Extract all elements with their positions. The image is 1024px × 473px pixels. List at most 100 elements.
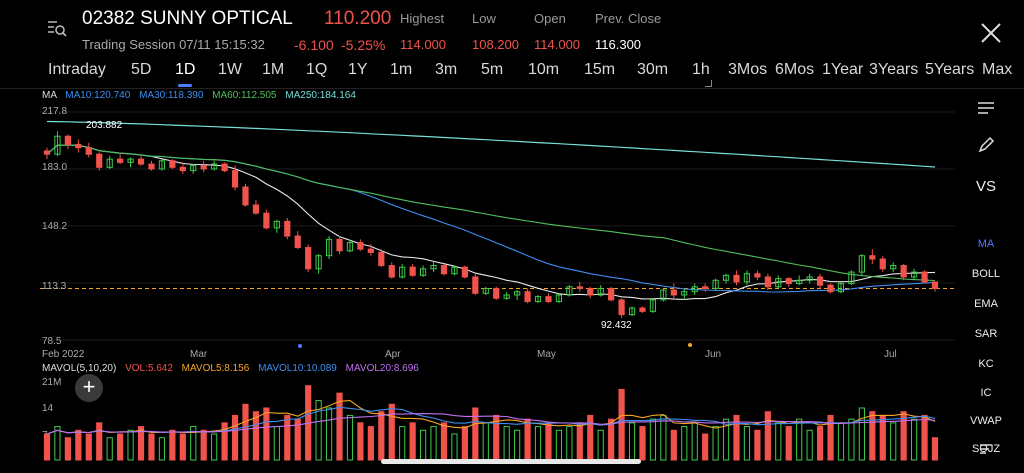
candle-body [440, 265, 448, 275]
volume-bar [472, 407, 479, 461]
candle-body [900, 265, 907, 278]
toolbar-ema[interactable]: EMA [974, 298, 998, 310]
volume-bar [796, 418, 803, 461]
volume-bar [555, 429, 563, 461]
current-price: 110.200 [324, 8, 392, 29]
volume-bar [900, 411, 907, 461]
candle-body [587, 287, 594, 296]
candle-body [242, 186, 249, 206]
candle-body [472, 276, 479, 294]
toolbar-kc[interactable]: KC [978, 358, 994, 370]
volume-bar [869, 411, 876, 461]
x-tick-mar: Mar [190, 349, 208, 360]
tab-5d[interactable]: 5D [131, 61, 152, 78]
prev-close-label: Prev. Close [595, 11, 662, 26]
tab-3years[interactable]: 3Years [869, 61, 919, 78]
y-tick-3: 148.2 [42, 221, 68, 232]
ma30-value: MA30:118.390 [139, 90, 204, 101]
candle-body [534, 296, 542, 303]
volume-bar [482, 422, 489, 461]
event-dot-1[interactable] [298, 344, 302, 348]
volume-bar [587, 414, 594, 461]
candle-body [628, 307, 636, 316]
volume-chart[interactable] [0, 378, 960, 468]
candle-body [461, 266, 468, 278]
mavol-label: MAVOL(5,10,20) [42, 363, 117, 374]
volume-bar [106, 437, 113, 461]
volume-bar [221, 422, 228, 461]
tab-3mos[interactable]: 3Mos [728, 61, 768, 78]
tab-1d[interactable]: 1D [175, 61, 196, 78]
active-tab-indicator [178, 84, 192, 87]
toolbar-boll[interactable]: BOLL [971, 268, 1001, 280]
candle-body [64, 135, 71, 145]
volume-bar [158, 437, 166, 461]
mavol20-value: MAVOL20:8.696 [345, 363, 419, 374]
toolbar-ma[interactable]: MA [977, 238, 995, 250]
volume-bar [639, 426, 646, 461]
draw-pencil-icon[interactable] [962, 135, 1010, 158]
volume-bar [430, 426, 437, 461]
candle-body [670, 289, 677, 296]
stock-search-icon[interactable] [46, 18, 68, 38]
candlestick-chart[interactable] [0, 100, 960, 350]
candle-body [211, 163, 218, 170]
candle-body [555, 294, 563, 303]
toolbar-vwap[interactable]: VWAP [970, 415, 1002, 427]
volume-bar [357, 422, 364, 461]
toolbar-vs[interactable]: VS [975, 178, 996, 195]
candle-body [179, 166, 186, 172]
candle-body [733, 274, 740, 283]
candle-body [231, 170, 239, 188]
candle-body [775, 278, 782, 288]
tab-1m[interactable]: 1m [390, 61, 413, 78]
candle-body [848, 271, 855, 285]
candle-body [263, 212, 270, 229]
candle-body [524, 291, 531, 303]
candle-body [921, 271, 928, 283]
vol-legend: MAVOL(5,10,20) VOL:5.642 MAVOL5:8.156 MA… [42, 363, 419, 374]
tab-1q[interactable]: 1Q [306, 61, 328, 78]
add-indicator-button[interactable]: + [75, 374, 103, 402]
tab-1year[interactable]: 1Year [822, 61, 864, 78]
volume-bar [921, 414, 928, 461]
x-tick-jul: Jul [884, 349, 897, 360]
tab-5m[interactable]: 5m [481, 61, 504, 78]
tab-3m[interactable]: 3m [435, 61, 458, 78]
volume-bar [263, 407, 270, 461]
low-value: 108.200 [472, 37, 519, 52]
close-icon[interactable] [980, 22, 1002, 44]
volume-bar [712, 426, 719, 461]
candle-body [346, 242, 354, 252]
candle-body [315, 255, 322, 270]
price-change-pct: -5.25% [341, 37, 386, 53]
candle-body [911, 271, 918, 278]
price-change: -6.100 [294, 37, 334, 53]
volume-bar [911, 418, 918, 461]
tab-1y[interactable]: 1Y [348, 61, 368, 78]
tab-5years[interactable]: 5Years [925, 61, 975, 78]
toolbar-ic[interactable]: IC [980, 387, 992, 399]
volume-bar [931, 437, 939, 461]
volume-bar [691, 422, 698, 461]
volume-bar [211, 433, 218, 461]
candle-body [430, 265, 437, 270]
volume-bar [806, 429, 813, 461]
toolbar-sort-icon[interactable] [962, 442, 1010, 459]
tab-6mos[interactable]: 6Mos [775, 61, 815, 78]
ma250-value: MA250:184.164 [285, 90, 356, 101]
tab-1w[interactable]: 1W [218, 61, 242, 78]
tab-1h[interactable]: 1h [692, 61, 710, 78]
tab-30m[interactable]: 30m [637, 61, 669, 78]
tab-15m[interactable]: 15m [584, 61, 616, 78]
tab-intraday[interactable]: Intraday [48, 61, 106, 78]
tab-1m[interactable]: 1M [262, 61, 285, 78]
toolbar-sar[interactable]: SAR [974, 328, 998, 340]
settings-lines-icon[interactable] [962, 101, 1010, 118]
volume-bar [242, 403, 249, 461]
tab-max[interactable]: Max [982, 61, 1013, 78]
event-dot-2[interactable] [688, 343, 692, 347]
candle-body [576, 286, 583, 289]
ma10-value: MA10:120.740 [65, 90, 131, 101]
tab-10m[interactable]: 10m [528, 61, 560, 78]
